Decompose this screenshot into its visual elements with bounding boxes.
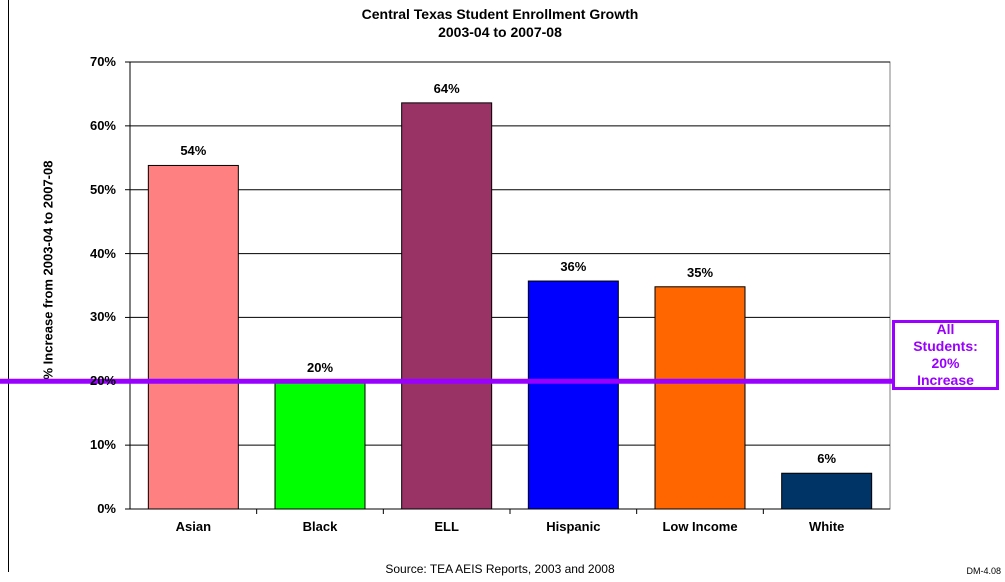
callout-line-1: All: [936, 321, 955, 337]
y-tick-label: 30%: [89, 309, 116, 325]
callout-line-4: Increase: [917, 372, 974, 388]
data-label: 64%: [433, 80, 460, 96]
bar-black: [274, 381, 366, 510]
x-tick-label: Hispanic: [546, 519, 601, 534]
y-tick-label: 60%: [89, 117, 116, 133]
callout-line-3: 20%: [931, 355, 960, 371]
x-tick-label: Low Income: [662, 519, 738, 534]
bar-low-income: [654, 286, 746, 510]
chart-title-line-2: 2003-04 to 2007-08: [438, 24, 562, 40]
document-code: DM-4.08: [966, 566, 1001, 576]
y-tick-label: 20%: [89, 373, 116, 389]
all-students-callout: All Students: 20% Increase: [892, 320, 999, 390]
bar-white: [781, 472, 873, 510]
source-note: Source: TEA AEIS Reports, 2003 and 2008: [385, 562, 615, 576]
x-tick-label: Asian: [175, 519, 212, 534]
callout-line-2: Students:: [913, 338, 978, 354]
data-label: 54%: [180, 143, 207, 159]
y-tick-label: 50%: [89, 181, 116, 197]
left-border-rule: [8, 0, 9, 572]
bar-asian: [147, 164, 239, 510]
x-tick-label: Black: [302, 519, 338, 534]
plot-area: [129, 61, 891, 510]
y-tick-label: 10%: [89, 437, 116, 453]
y-tick-label: 40%: [89, 245, 116, 261]
y-tick-label: 70%: [89, 54, 116, 69]
bar-ell: [401, 102, 493, 510]
x-tick-label: ELL: [434, 519, 459, 534]
x-tick-label: White: [808, 519, 845, 534]
chart-title-line-1: Central Texas Student Enrollment Growth: [361, 6, 639, 22]
data-label: 35%: [686, 264, 714, 280]
data-label: 6%: [817, 451, 837, 467]
data-label: 36%: [560, 259, 587, 275]
bar-hispanic: [527, 280, 619, 510]
data-label: 20%: [306, 359, 334, 375]
y-tick-label: 0%: [97, 501, 116, 516]
